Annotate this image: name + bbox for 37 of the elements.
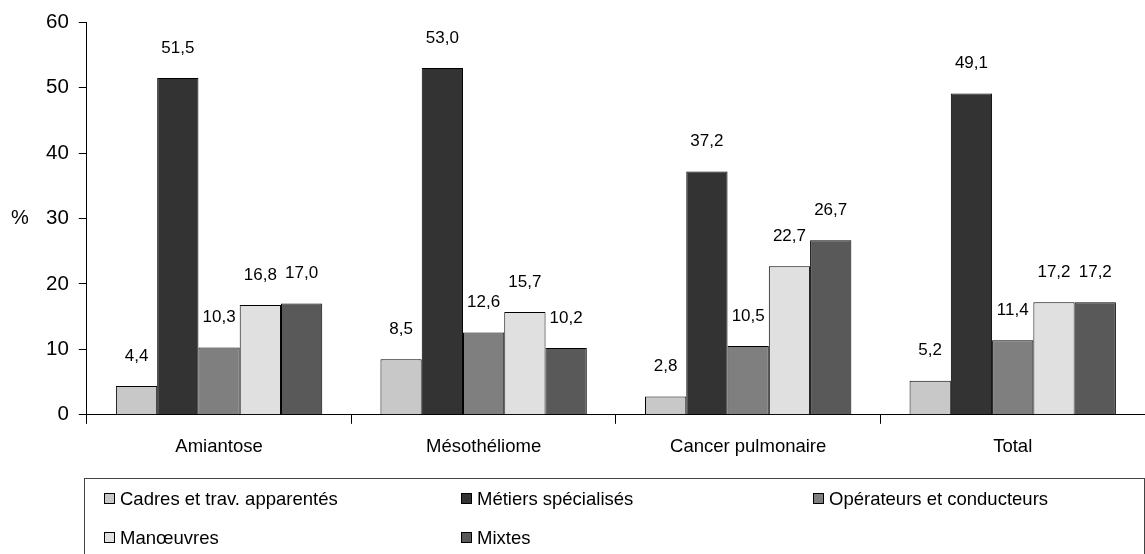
- x-tick-label: Total: [993, 434, 1033, 456]
- x-tick-label: Mésothéliome: [426, 434, 542, 456]
- data-label: 26,7: [814, 199, 848, 219]
- y-tick-label: 0: [57, 401, 69, 425]
- y-axis-title: %: [11, 206, 29, 229]
- data-label: 8,5: [389, 318, 413, 338]
- data-label: 37,2: [690, 131, 724, 151]
- data-label: 2,8: [653, 356, 678, 376]
- legend-label: Opérateurs et conducteurs: [829, 487, 1049, 510]
- data-label: 10,2: [549, 307, 583, 327]
- data-label: 10,3: [202, 307, 236, 327]
- data-label: 15,7: [508, 271, 542, 291]
- y-tick-label: 30: [45, 205, 69, 229]
- data-label: 53,0: [425, 27, 459, 47]
- data-label: 22,7: [772, 225, 806, 245]
- data-label: 17,2: [1078, 261, 1112, 281]
- y-tick-label: 10: [45, 336, 69, 360]
- data-label: 17,2: [1037, 261, 1071, 281]
- data-label: 12,6: [467, 292, 501, 312]
- legend-label: Métiers spécialisés: [477, 487, 634, 510]
- y-tick-label: 60: [45, 8, 69, 32]
- data-label: 17,0: [285, 263, 319, 283]
- y-tick-label: 40: [45, 139, 69, 163]
- legend-label: Mixtes: [477, 526, 531, 549]
- y-tick-label: 20: [45, 270, 69, 294]
- data-label: 5,2: [918, 340, 943, 360]
- data-label: 51,5: [161, 37, 195, 57]
- data-label: 49,1: [954, 53, 988, 73]
- data-label: 4,4: [124, 345, 149, 365]
- data-label: 10,5: [731, 305, 765, 325]
- legend-label: Manœuvres: [120, 526, 219, 549]
- data-label: 16,8: [243, 264, 277, 284]
- legend-label: Cadres et trav. apparentés: [120, 487, 338, 510]
- x-tick-label: Cancer pulmonaire: [670, 434, 827, 456]
- data-label: 11,4: [996, 299, 1029, 319]
- y-tick-label: 50: [45, 74, 69, 98]
- x-tick-label: Amiantose: [175, 434, 263, 456]
